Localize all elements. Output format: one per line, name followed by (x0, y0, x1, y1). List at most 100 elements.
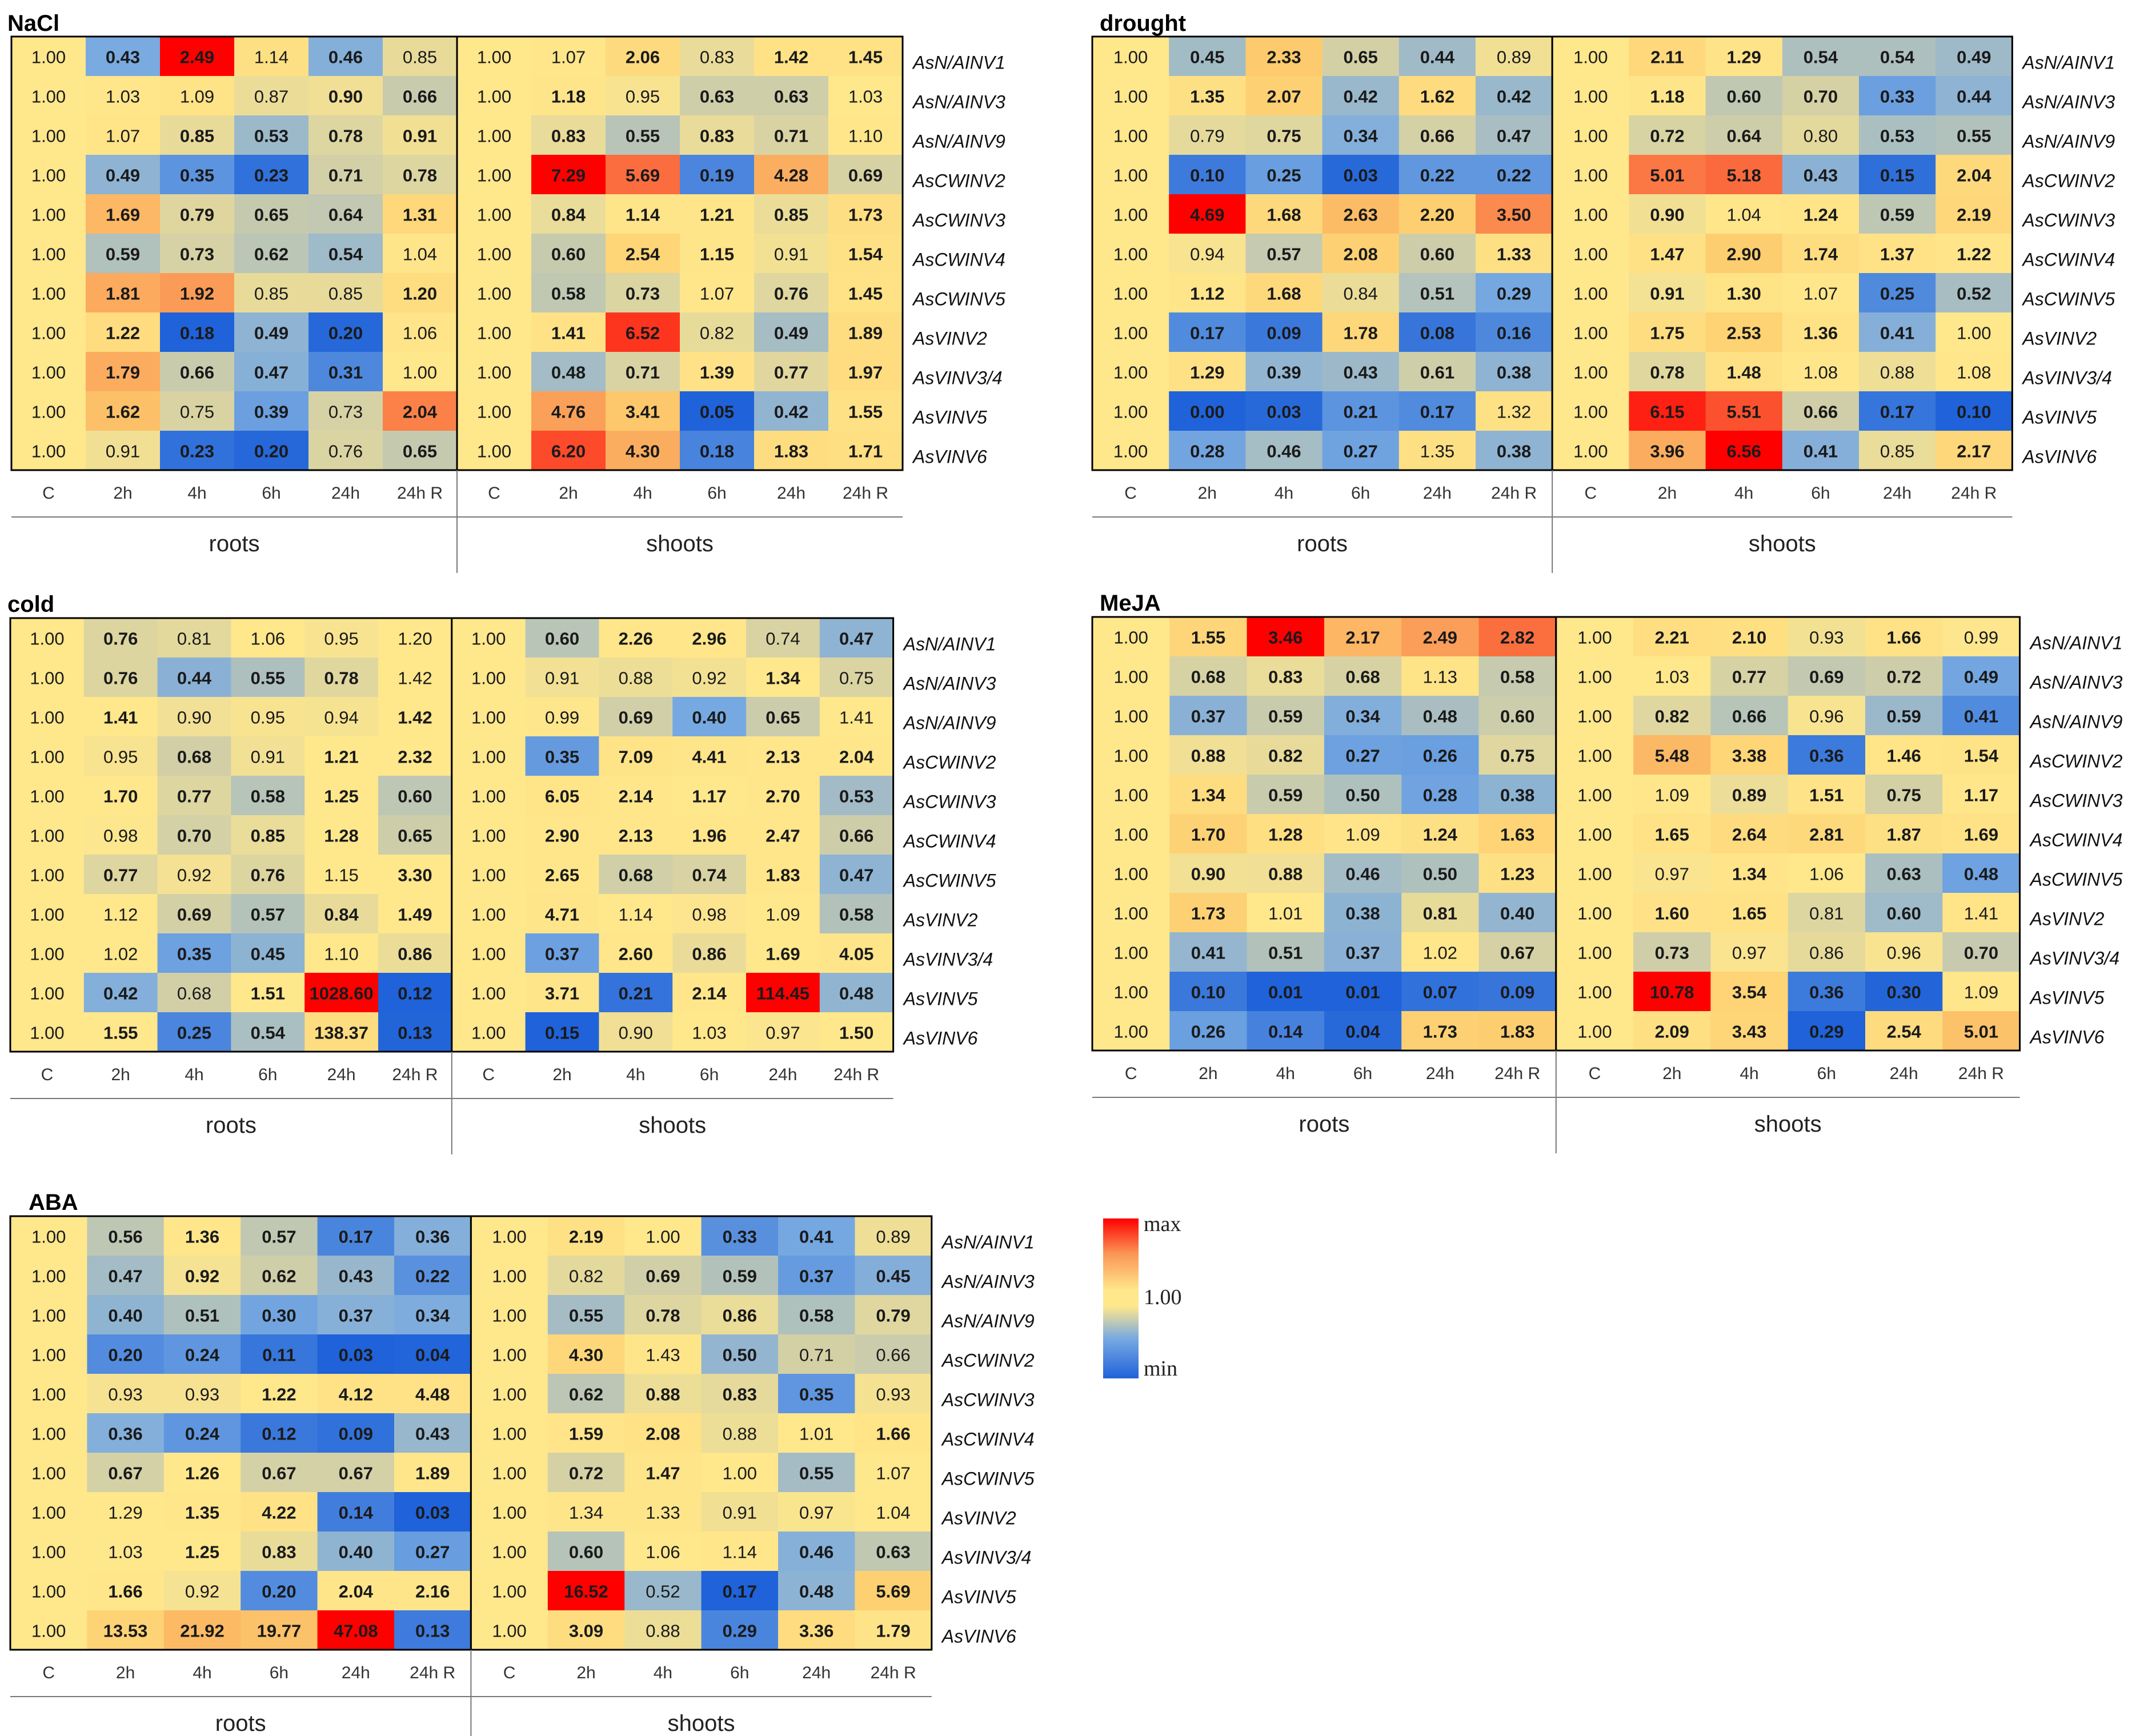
heat-cell (383, 273, 458, 313)
cell-value: 0.75 (1267, 126, 1301, 146)
x-tick-label: 2h (552, 1065, 571, 1084)
cell-value: 0.76 (251, 865, 285, 885)
heat-cell (531, 273, 606, 313)
heat-cell (1169, 696, 1248, 736)
heat-cell (1859, 194, 1936, 234)
x-tick-label: C (1584, 484, 1597, 503)
gene-label: AsN/AINV3 (912, 92, 1005, 113)
heat-cell (241, 1413, 318, 1453)
heat-cell (701, 1334, 779, 1374)
heat-cell (1935, 76, 2013, 116)
heat-cell (394, 1374, 471, 1414)
cell-value: 0.69 (177, 905, 211, 925)
cell-value: 0.79 (1190, 126, 1224, 146)
heat-cell (241, 1610, 318, 1650)
cell-value: 1.00 (31, 205, 66, 225)
x-tick-label: C (503, 1663, 516, 1682)
heat-cell (157, 697, 231, 737)
heat-cell (624, 1531, 702, 1571)
cell-value: 0.54 (251, 1023, 286, 1043)
cell-value: 0.71 (799, 1345, 833, 1365)
heat-cell (157, 1012, 231, 1052)
heat-cell (680, 37, 755, 77)
cell-value: 1.00 (1577, 1022, 1612, 1042)
gene-label: AsVINV2 (903, 910, 978, 931)
cell-value: 6.52 (626, 323, 660, 343)
heat-cell (1401, 775, 1480, 815)
heat-cell (163, 1571, 241, 1611)
heat-cell (1324, 775, 1402, 815)
cell-value: 1.23 (1500, 864, 1534, 884)
cell-value: 1.42 (774, 47, 808, 67)
x-tick-label: 24h (1890, 1064, 1918, 1083)
heat-cell (1092, 273, 1169, 313)
heat-cell (1324, 696, 1402, 736)
cell-value: 1.09 (766, 905, 800, 925)
cell-value: 0.59 (1268, 707, 1303, 727)
cell-value: 0.66 (1804, 402, 1838, 422)
heat-cell (471, 1295, 548, 1335)
heat-cell (1942, 932, 2021, 972)
heat-cell (1476, 352, 1553, 392)
cell-value: 1.46 (1886, 746, 1921, 766)
cell-value: 0.85 (1880, 442, 1914, 462)
cell-value: 0.66 (403, 87, 437, 107)
cell-value: 0.88 (1191, 746, 1225, 766)
heat-cell (317, 1256, 395, 1296)
cell-value: 0.16 (1497, 323, 1531, 343)
heat-cell (308, 391, 383, 431)
heat-cell (87, 1334, 165, 1374)
heat-cell (1782, 194, 1860, 234)
cell-value: 0.86 (692, 944, 726, 964)
cell-value: 0.21 (1344, 402, 1378, 422)
x-tick-label: 2h (116, 1663, 135, 1682)
cell-value: 5.51 (1727, 402, 1761, 422)
heat-cell (531, 431, 606, 471)
cell-value: 0.86 (398, 944, 432, 964)
heat-cell (1322, 312, 1400, 352)
heat-cell (606, 76, 680, 116)
cell-value: 0.46 (1345, 864, 1380, 884)
heat-cell (10, 1571, 87, 1611)
heat-cell (606, 115, 680, 155)
heat-cell (1935, 155, 2013, 195)
heat-cell (1782, 155, 1860, 195)
heat-cell (11, 312, 86, 352)
cell-value: 1.00 (471, 1023, 506, 1043)
cell-value: 0.29 (1497, 284, 1531, 304)
heat-cell (1705, 352, 1783, 392)
heat-cell (10, 973, 85, 1013)
heat-cell (10, 1374, 87, 1414)
cell-value: 1.59 (569, 1424, 603, 1444)
cell-value: 0.97 (766, 1023, 800, 1043)
heat-cell (672, 933, 747, 973)
cell-value: 2.06 (626, 47, 660, 67)
block-border (470, 1215, 933, 1651)
gene-label: AsVINV5 (941, 1587, 1016, 1607)
cell-value: 3.96 (1650, 442, 1684, 462)
cell-value: 1.70 (1191, 825, 1225, 845)
heat-cell (394, 1413, 471, 1453)
color-legend: max 1.00 min (1103, 1212, 1182, 1381)
heat-cell (547, 1374, 625, 1414)
heat-cell (241, 1216, 318, 1256)
x-tick-label: C (41, 1065, 54, 1084)
cell-value: 1.81 (106, 284, 140, 304)
heat-cell (1478, 814, 1557, 854)
cell-value: 1.45 (848, 47, 883, 67)
cell-value: 0.33 (723, 1227, 757, 1247)
heat-cell (304, 933, 379, 973)
heat-cell (1710, 656, 1789, 696)
cell-value: 0.44 (1957, 87, 1991, 107)
heat-cell (160, 115, 235, 155)
heat-cell (1092, 37, 1169, 77)
heat-cell (819, 973, 894, 1013)
cell-value: 3.41 (626, 402, 660, 422)
tissue-label: roots (1297, 531, 1348, 556)
cell-value: 0.48 (1423, 707, 1457, 727)
cell-value: 0.70 (1804, 87, 1838, 107)
cell-value: 1.00 (1573, 244, 1608, 264)
heat-cell (304, 855, 379, 895)
cell-value: 0.55 (626, 126, 660, 146)
cell-value: 0.94 (324, 708, 358, 728)
